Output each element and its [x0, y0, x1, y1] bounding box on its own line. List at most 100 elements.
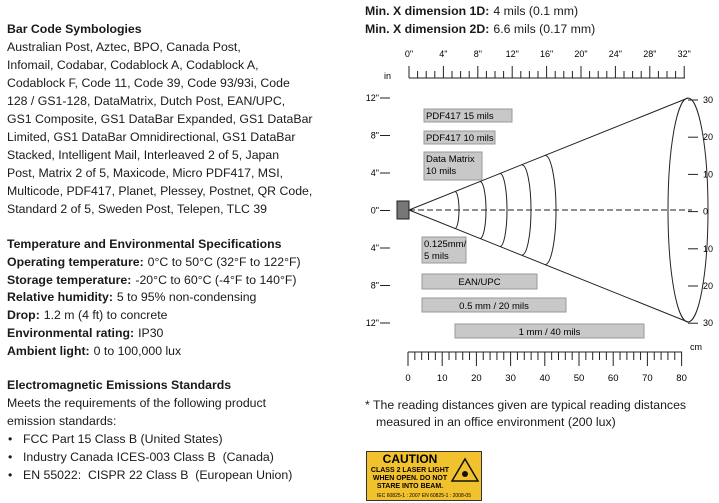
cm-side-label: 20: [703, 132, 713, 142]
footnote-line: measured in an office environment (200 l…: [376, 415, 616, 429]
body-line: Infomail, Codabar, Codablock A, Codabloc…: [7, 58, 259, 72]
range-label: 5 mils: [424, 251, 449, 262]
inch-tick-label: 20": [574, 49, 587, 59]
cm-tick-label: 80: [676, 373, 687, 384]
cm-tick-label: 0: [405, 373, 410, 384]
range-bar: [423, 151, 483, 181]
header-row: Min. X dimension 2D: 6.6 mils (0.17 mm): [365, 21, 595, 39]
inch-side-label: 8": [371, 131, 379, 141]
header-value: 6.6 mils (0.17 mm): [493, 22, 596, 36]
spec-label: Storage temperature:: [7, 272, 132, 287]
spec-row: Storage temperature: -20°C to 60°C (-4°F …: [7, 272, 297, 290]
spec-label: Operating temperature:: [7, 254, 144, 269]
body-line: Meets the requirements of the following …: [7, 396, 267, 410]
scanner: [396, 200, 410, 220]
footnote-line: * The reading distances given are typica…: [365, 398, 687, 412]
cm-tick-label: 30: [505, 373, 516, 384]
spec-value: 0°C to 50°C (32°F to 122°F): [147, 254, 301, 269]
range-label: 1 mm / 40 mils: [519, 327, 581, 338]
section-title: Bar Code Symbologies: [7, 22, 142, 36]
inch-tick-label: 0": [405, 49, 413, 59]
cm-tick-label: 50: [574, 373, 585, 384]
bullet-text: Industry Canada ICES-003 Class B (Canada…: [23, 450, 274, 464]
body-line: Australian Post, Aztec, BPO, Canada Post…: [7, 40, 241, 54]
spec-value: 0 to 100,000 lux: [93, 343, 182, 358]
bullet: •: [8, 450, 13, 464]
bullet: •: [8, 468, 13, 482]
range-bar: [421, 273, 538, 290]
spec-label: Environmental rating:: [7, 326, 135, 340]
inch-tick-label: 12": [506, 49, 519, 59]
spec-row: Operating temperature: 0°C to 50°C (32°F …: [7, 254, 301, 272]
body-line: Standard 2 of 5, Sweden Post, Telepen, T…: [7, 202, 268, 216]
range-label: PDF417 10 mils: [426, 133, 494, 144]
range-label: Data Matrix: [426, 154, 475, 165]
range-label: 10 mils: [426, 166, 456, 177]
caution-line: WHEN OPEN. DO NOT: [373, 475, 448, 482]
cm-tick-label: 40: [540, 373, 551, 384]
caution-line: STARE INTO BEAM.: [377, 483, 443, 490]
body-line: GS1 Composite, GS1 DataBar Expanded, GS1…: [7, 112, 313, 126]
spec-label: Drop:: [7, 308, 40, 323]
caution-title: CAUTION: [383, 452, 438, 466]
body-line: Codablock F, Code 11, Code 39, Code 93/9…: [7, 76, 290, 90]
body-line: Limited, GS1 DataBar Omnidirectional, GS…: [7, 130, 296, 144]
cm-side-label: 0: [703, 207, 708, 217]
spec-value: 5 to 95% non-condensing: [116, 290, 257, 305]
body-line: Stacked, Intelligent Mail, Interleaved 2…: [7, 148, 280, 162]
inch-tick-label: 4": [439, 49, 447, 59]
cm-tick-label: 20: [471, 373, 482, 384]
cone: [408, 97, 709, 323]
cm-tick-label: 60: [608, 373, 619, 384]
inch-side-label: 12": [366, 318, 379, 328]
caution-label: CAUTION CLASS 2 LASER LIGHT WHEN OPEN. D…: [366, 451, 482, 501]
spec-value: 1.2 m (4 ft) to concrete: [43, 308, 168, 323]
range-label: 0.5 mm / 20 mils: [459, 301, 529, 312]
spec-value: -20°C to 60°C (-4°F to 140°F): [135, 272, 297, 287]
cm-side-label: 20: [703, 281, 713, 291]
header-row: Min. X dimension 1D: 4 mils (0.1 mm): [365, 3, 578, 21]
body-line: Post, Matrix 2 of 5, Maxicode, Micro PDF…: [7, 166, 284, 180]
header-label: Min. X dimension 2D:: [365, 22, 490, 36]
body-line: 128 / GS1-128, DataMatrix, Dutch Post, E…: [7, 94, 286, 108]
range-bar: [423, 108, 513, 123]
range-bar: [423, 130, 496, 145]
inch-side-label: 4": [371, 168, 379, 178]
spec-row: Drop: 1.2 m (4 ft) to concrete: [7, 307, 168, 325]
inch-tick-label: 24": [609, 49, 622, 59]
inch-side-label: 12": [366, 93, 379, 103]
cm-side-label: 10: [703, 169, 713, 179]
cm-tick-label: 10: [437, 373, 448, 384]
spec-row: Ambient light: 0 to 100,000 lux: [7, 343, 181, 361]
range-bar: [421, 297, 567, 313]
inch-tick-label: 28": [643, 49, 656, 59]
range-bar: [454, 323, 645, 339]
inch-unit: in: [384, 71, 391, 81]
inch-tick-label: 8": [474, 49, 482, 59]
range-label: EAN/UPC: [458, 277, 500, 288]
cm-side-label: 30: [703, 318, 713, 328]
section-title: Temperature and Environmental Specificat…: [7, 237, 282, 251]
range-bar: [421, 236, 467, 264]
header-value: 4 mils (0.1 mm): [493, 4, 579, 18]
cm-unit: cm: [690, 342, 702, 352]
spec-row: Relative humidity: 5 to 95% non-condensin…: [7, 289, 256, 307]
inch-tick-label: 16": [540, 49, 553, 59]
spec-row: Environmental rating: IP30: [7, 325, 163, 343]
cm-side-label: 30: [703, 95, 713, 105]
range-label: 0.125mm/: [424, 239, 467, 250]
caution-standards: IEC 60825-1 : 2007 EN 60825-1 : 2008-05: [377, 493, 471, 499]
body-line: Multicode, PDF417, Planet, Plessey, Post…: [7, 184, 313, 198]
cm-tick-label: 70: [642, 373, 653, 384]
inch-tick-label: 32": [678, 49, 691, 59]
spec-value: IP30: [138, 326, 164, 340]
spec-label: Ambient light:: [7, 343, 90, 358]
bullet-text: EN 55022: CISPR 22 Class B (European Uni…: [23, 468, 293, 482]
bullet-text: FCC Part 15 Class B (United States): [23, 432, 223, 446]
inch-side-label: 0": [371, 206, 379, 216]
body-line: emission standards:: [7, 414, 117, 428]
spec-label: Relative humidity:: [7, 290, 113, 305]
caution-line: CLASS 2 LASER LIGHT: [371, 467, 450, 474]
